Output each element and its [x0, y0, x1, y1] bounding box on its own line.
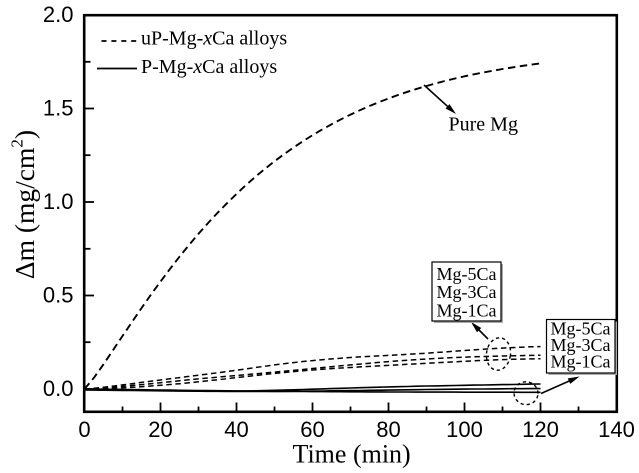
svg-text:P-Mg-xCa alloys: P-Mg-xCa alloys: [141, 56, 277, 78]
svg-text:0.5: 0.5: [43, 282, 74, 307]
svg-text:20: 20: [148, 417, 172, 442]
svg-text:1.5: 1.5: [43, 95, 74, 120]
svg-text:Mg-1Ca: Mg-1Ca: [551, 352, 611, 372]
svg-text:uP-Mg-xCa alloys: uP-Mg-xCa alloys: [141, 28, 287, 50]
svg-text:Pure Mg: Pure Mg: [449, 113, 518, 135]
svg-text:60: 60: [300, 417, 324, 442]
svg-text:Time (min): Time (min): [292, 439, 410, 468]
svg-text:Mg-1Ca: Mg-1Ca: [437, 301, 497, 321]
svg-text:0.0: 0.0: [43, 376, 74, 401]
svg-text:100: 100: [446, 417, 483, 442]
svg-text:Mg-3Ca: Mg-3Ca: [551, 335, 611, 355]
svg-text:Mg-3Ca: Mg-3Ca: [437, 282, 497, 302]
svg-text:Mg-5Ca: Mg-5Ca: [551, 319, 611, 339]
svg-text:40: 40: [224, 417, 248, 442]
svg-text:2.0: 2.0: [43, 2, 74, 27]
svg-text:80: 80: [376, 417, 400, 442]
svg-text:Mg-5Ca: Mg-5Ca: [437, 264, 497, 284]
svg-text:Δm (mg/cm2): Δm (mg/cm2): [8, 130, 41, 279]
svg-text:120: 120: [522, 417, 559, 442]
svg-text:0: 0: [78, 417, 90, 442]
svg-text:1.0: 1.0: [43, 189, 74, 214]
svg-text:140: 140: [598, 417, 635, 442]
